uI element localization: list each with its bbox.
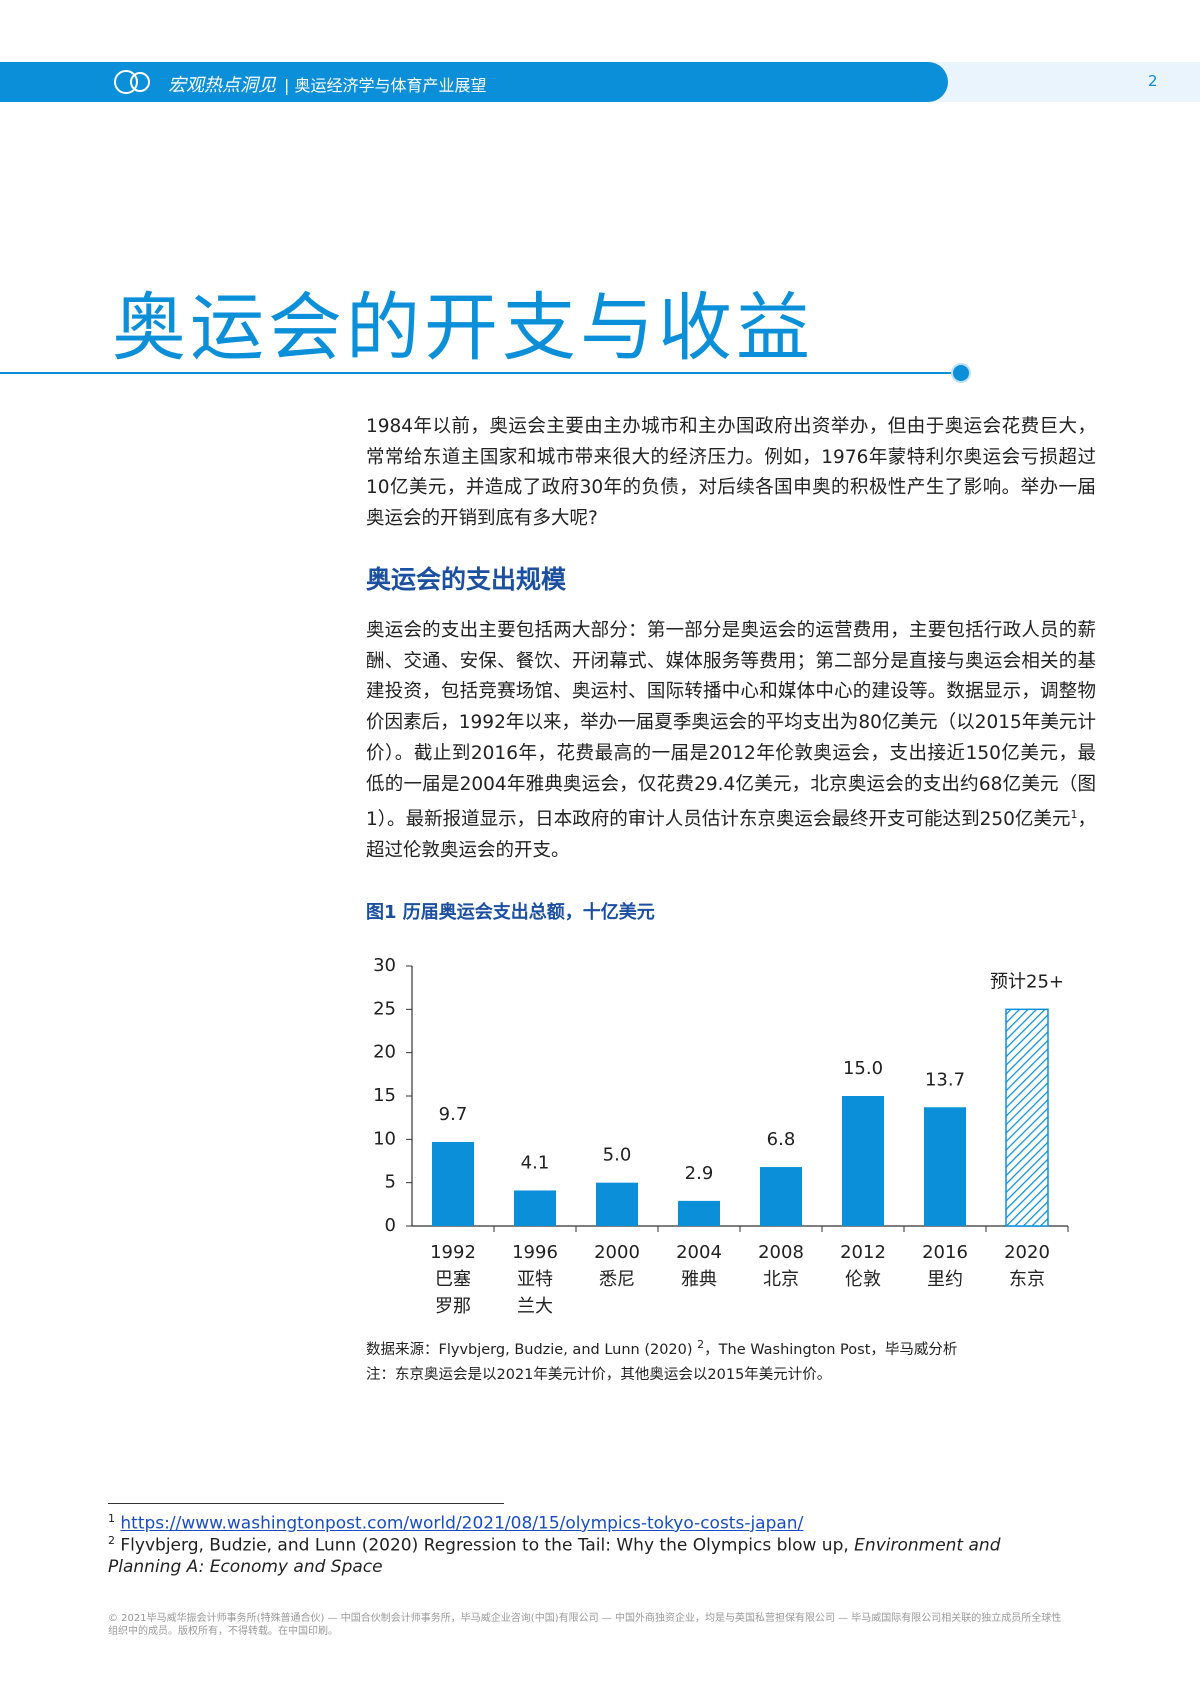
header-report: 奥运经济学与体育产业展望 — [294, 76, 487, 95]
bar — [596, 1182, 638, 1226]
section-tail: ，超过伦敦奥运会的开支。 — [366, 809, 1096, 862]
footnote-text: Flyvbjerg, Budzie, and Lunn (2020) Regre… — [120, 1535, 855, 1556]
x-tick-label: 2012 — [840, 1242, 886, 1263]
x-tick-label: 2004 — [676, 1242, 722, 1263]
y-tick-label: 5 — [385, 1172, 396, 1193]
title-rule-dot — [951, 363, 971, 383]
x-tick-label: 2000 — [594, 1242, 640, 1263]
y-tick-label: 0 — [385, 1215, 396, 1236]
x-tick-label: 雅典 — [681, 1269, 717, 1290]
chart-source: 数据来源：Flyvbjerg, Budzie, and Lunn (2020) … — [366, 1338, 957, 1359]
section-paragraph: 奥运会的支出主要包括两大部分：第一部分是奥运会的运营费用，主要包括行政人员的薪酬… — [366, 616, 1096, 867]
chart-title: 图1 历届奥运会支出总额，十亿美元 — [366, 902, 655, 923]
bar — [924, 1107, 966, 1226]
value-label: 9.7 — [439, 1104, 468, 1125]
bar — [842, 1096, 884, 1226]
bar — [432, 1141, 474, 1226]
y-tick-label: 25 — [373, 998, 396, 1019]
footnote-mark: 1 — [108, 1512, 115, 1525]
x-tick-label: 2008 — [758, 1242, 804, 1263]
x-tick-label: 1992 — [430, 1242, 476, 1263]
intro-paragraph: 1984年以前，奥运会主要由主办城市和主办国政府出资举办，但由于奥运会花费巨大，… — [366, 416, 1096, 530]
footnote-mark: 2 — [108, 1534, 115, 1547]
bar — [760, 1167, 802, 1226]
x-tick-label: 东京 — [1009, 1269, 1045, 1290]
chart-note: 注：东京奥运会是以2021年美元计价，其他奥运会以2015年美元计价。 — [366, 1367, 832, 1383]
y-tick-label: 20 — [373, 1042, 396, 1063]
bar — [514, 1190, 556, 1226]
footnote: 1 https://www.washingtonpost.com/world/2… — [108, 1508, 1068, 1535]
value-label: 5.0 — [603, 1145, 632, 1166]
footnote-journal: Environment and Planning A: Economy and … — [108, 1535, 1001, 1577]
header-band — [0, 62, 948, 102]
copyright: © 2021毕马威华振会计师事务所(特殊普通合伙) — 中国合伙制会计师事务所，… — [108, 1613, 1062, 1637]
value-label: 15.0 — [843, 1058, 883, 1079]
source-prefix: 数据来源：Flyvbjerg, Budzie, and Lunn (2020) — [366, 1342, 698, 1358]
value-label: 4.1 — [521, 1152, 550, 1173]
x-tick-label: 2016 — [922, 1242, 968, 1263]
footnote: 2 Flyvbjerg, Budzie, and Lunn (2020) Reg… — [108, 1530, 1068, 1578]
y-tick-label: 10 — [373, 1128, 396, 1149]
value-label: 预计25+ — [990, 971, 1064, 992]
value-label: 2.9 — [685, 1163, 714, 1184]
source-suffix: ，The Washington Post，毕马威分析 — [704, 1342, 958, 1358]
section-heading: 奥运会的支出规模 — [366, 565, 567, 594]
footnote-link[interactable]: https://www.washingtonpost.com/world/202… — [120, 1513, 804, 1534]
value-label: 6.8 — [767, 1129, 796, 1150]
section-text: 奥运会的支出主要包括两大部分：第一部分是奥运会的运营费用，主要包括行政人员的薪酬… — [366, 620, 1096, 831]
x-tick-label: 北京 — [763, 1269, 799, 1290]
x-tick-label: 里约 — [927, 1269, 963, 1290]
header-separator: | — [284, 76, 290, 95]
x-tick-label: 亚特 — [517, 1269, 553, 1290]
footnote-rule — [108, 1503, 504, 1504]
header-series: 宏观热点洞见 — [168, 75, 276, 96]
source-ref: 2 — [697, 1338, 705, 1352]
bar — [678, 1200, 720, 1226]
header-band-light — [920, 62, 1200, 102]
logo-icon — [114, 70, 150, 94]
y-tick-label: 15 — [373, 1085, 396, 1106]
x-tick-label: 悉尼 — [599, 1269, 635, 1290]
x-tick-label: 巴塞 — [435, 1269, 471, 1290]
x-tick-label: 罗那 — [435, 1296, 471, 1317]
x-tick-label: 2020 — [1004, 1242, 1050, 1263]
x-tick-label: 兰大 — [517, 1296, 553, 1317]
page-title: 奥运会的开支与收益 — [112, 285, 814, 371]
bar — [1005, 1008, 1049, 1227]
y-tick-label: 30 — [373, 955, 396, 976]
footnote-ref: 1 — [1070, 808, 1078, 822]
value-label: 13.7 — [925, 1069, 965, 1090]
title-rule — [0, 372, 958, 374]
x-tick-label: 伦敦 — [845, 1269, 881, 1290]
x-tick-label: 1996 — [512, 1242, 558, 1263]
page-number: 2 — [1148, 72, 1158, 90]
header-text: 宏观热点洞见 | 奥运经济学与体育产业展望 — [168, 71, 487, 97]
